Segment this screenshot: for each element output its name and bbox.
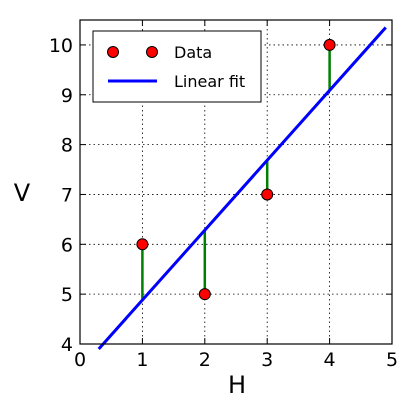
- legend-label-data: Data: [174, 43, 212, 62]
- legend-marker-data-left: [107, 46, 119, 58]
- y-axis-label: V: [14, 179, 31, 207]
- x-tick-label: 2: [199, 349, 211, 371]
- data-point: [261, 188, 274, 201]
- legend-box: [92, 30, 262, 103]
- plot-frame: [79, 19, 393, 345]
- y-tick-label: 5: [61, 284, 73, 306]
- y-tick-labels: 4 5 6 7 8 9 10: [49, 35, 73, 356]
- legend: Data Linear fit: [92, 30, 262, 103]
- y-tick-label: 9: [61, 85, 73, 107]
- y-tick-label: 10: [49, 35, 73, 57]
- data-point: [136, 238, 149, 251]
- y-tick-label: 6: [61, 234, 73, 256]
- data-point: [198, 288, 211, 301]
- x-tick-label: 5: [386, 349, 398, 371]
- x-tick-labels: 0 1 2 3 4 5: [74, 349, 398, 371]
- x-tick-label: 0: [74, 349, 86, 371]
- x-tick-label: 1: [136, 349, 148, 371]
- legend-label-linear-fit: Linear fit: [174, 72, 245, 91]
- x-axis-label: H: [228, 371, 246, 399]
- x-tick-label: 4: [324, 349, 336, 371]
- data-point: [323, 38, 336, 51]
- y-tick-label: 8: [61, 135, 73, 157]
- y-tick-label: 4: [61, 334, 73, 356]
- linear-fit-line: [97, 26, 387, 350]
- y-tick-label: 7: [61, 184, 73, 206]
- x-tick-label: 3: [261, 349, 273, 371]
- data-points: [136, 38, 336, 301]
- legend-marker-data-right: [146, 46, 158, 58]
- fit-line-group: [97, 26, 387, 350]
- axis-ticks: [79, 20, 393, 345]
